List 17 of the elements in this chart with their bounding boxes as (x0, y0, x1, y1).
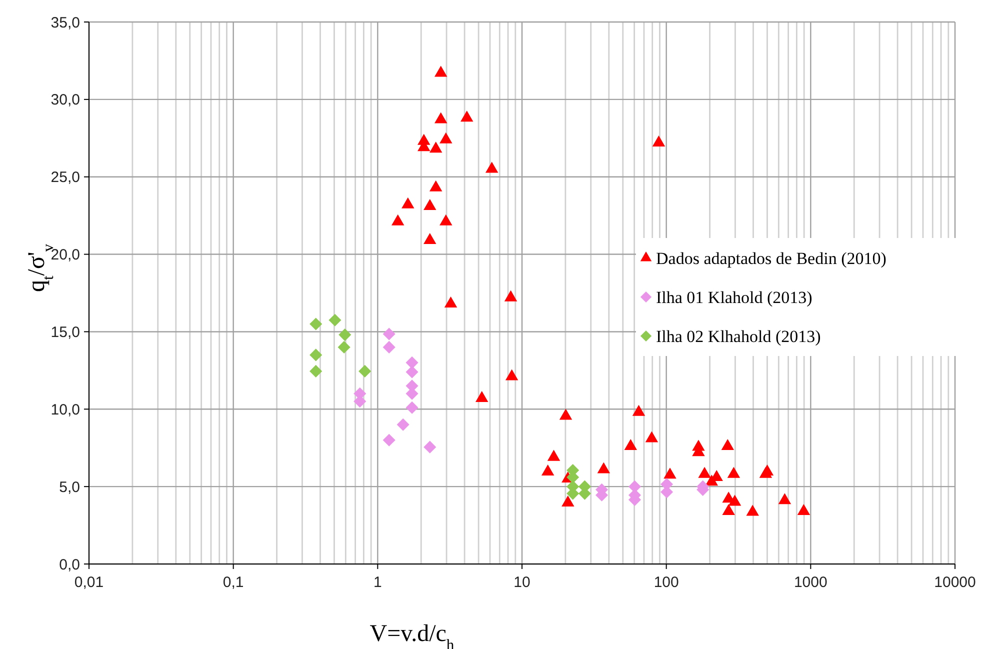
x-tick-label: 1000 (794, 574, 828, 591)
y-tick-label: 5,0 (59, 478, 80, 496)
y-tick-label: 35,0 (50, 14, 80, 32)
x-tick-label: 10 (514, 574, 530, 591)
legend-label: Ilha 01 Klahold (2013) (656, 288, 812, 307)
x-tick-label: 100 (654, 574, 679, 591)
x-tick-label: 10000 (934, 574, 976, 591)
legend-label: Ilha 02 Klhahold (2013) (656, 326, 821, 346)
x-tick-label: 1 (373, 574, 382, 591)
y-tick-label: 25,0 (50, 169, 80, 186)
x-tick-label: 0,1 (222, 574, 244, 591)
y-tick-label: 0,0 (59, 556, 80, 574)
y-tick-label: 10,0 (50, 401, 80, 418)
legend-label: Dados adaptados de Bedin (2010) (656, 248, 886, 268)
x-tick-label: 0,01 (74, 574, 104, 591)
y-tick-label: 30,0 (50, 92, 80, 109)
y-tick-label: 15,0 (50, 324, 80, 341)
